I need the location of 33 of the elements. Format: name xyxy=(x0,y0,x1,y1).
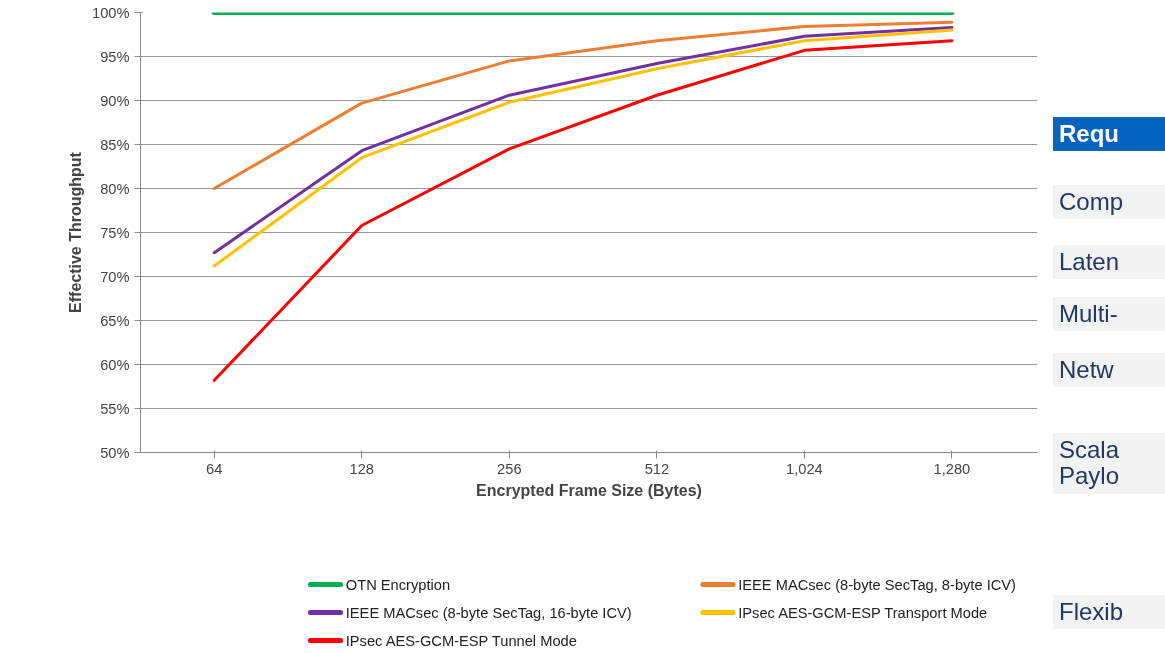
y-tick-label: 70% xyxy=(100,268,130,285)
x-tick-label: 256 xyxy=(497,460,522,477)
legend-label: IEEE MACsec (8-byte SecTag, 16-byte ICV) xyxy=(345,604,632,621)
y-tick-label: 95% xyxy=(100,48,130,65)
y-tick-label: 75% xyxy=(100,224,130,241)
text: Scala Paylo xyxy=(1053,433,1165,494)
x-axis-title: Encrypted Frame Size (Bytes) xyxy=(476,481,702,499)
x-tick-label: 1,280 xyxy=(933,460,971,477)
y-tick-label: 50% xyxy=(100,444,130,461)
y-tick-label: 55% xyxy=(100,400,130,417)
x-tick-label: 128 xyxy=(349,460,375,477)
y-tick-label: 80% xyxy=(100,180,130,197)
text: Comp xyxy=(1053,185,1165,220)
y-tick-label: 60% xyxy=(100,356,130,373)
x-tick-label: 512 xyxy=(644,460,670,477)
legend-label: OTN Encryption xyxy=(345,576,451,593)
text: Laten xyxy=(1053,245,1165,280)
y-tick-label: 90% xyxy=(100,92,130,109)
text: Flexib xyxy=(1053,595,1165,630)
x-tick-label: 64 xyxy=(206,460,223,477)
x-tick-label: 1,024 xyxy=(786,460,823,477)
legend-label: IEEE MACsec (8-byte SecTag, 8-byte ICV) xyxy=(738,576,1016,593)
y-tick-label: 100% xyxy=(92,4,130,21)
legend-label: IPsec AES-GCM-ESP Transport Mode xyxy=(738,604,988,621)
y-axis-title: Effective Throughput xyxy=(67,151,85,313)
text: Requ xyxy=(1053,117,1165,152)
y-tick-label: 65% xyxy=(100,312,130,329)
line-series xyxy=(212,20,954,190)
legend-label: IPsec AES-GCM-ESP Tunnel Mode xyxy=(345,632,577,649)
y-tick-label: 85% xyxy=(100,136,130,153)
line-series xyxy=(212,39,954,382)
text: Multi- xyxy=(1053,297,1165,332)
text: Netw xyxy=(1053,353,1165,388)
